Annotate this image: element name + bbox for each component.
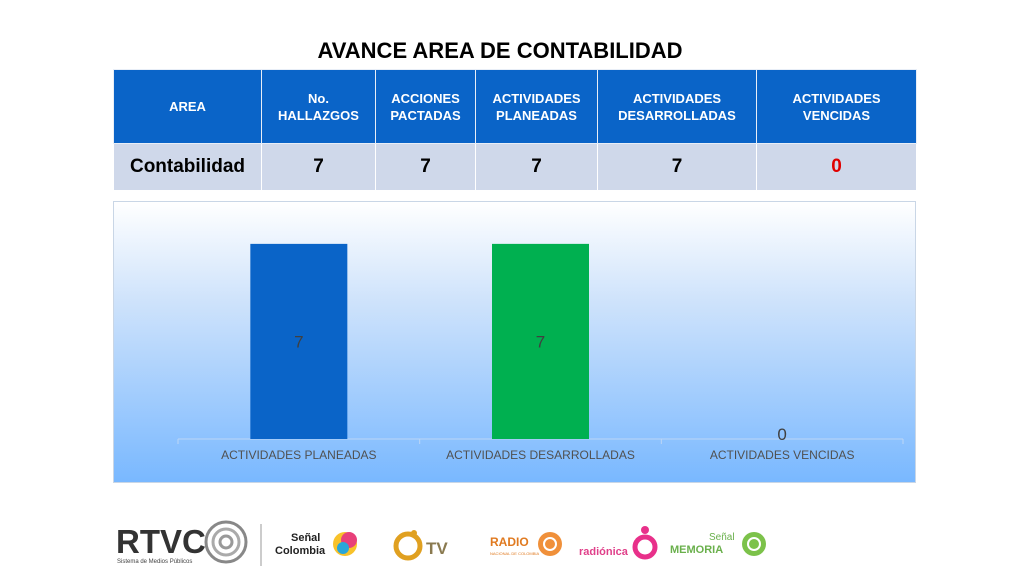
header-desarrolladas: ACTIVIDADES DESARROLLADAS [597,69,757,144]
header-area: AREA [113,69,262,144]
category-label: ACTIVIDADES DESARROLLADAS [446,448,635,462]
table-header-row: AREA No. HALLAZGOS ACCIONES PACTADAS ACTIV… [113,69,917,144]
header-acciones-label: ACCIONES PACTADAS [390,90,461,123]
radionica-logo-text: radiónica [579,546,629,558]
page-title: AVANCE AREA DE CONTABILIDAD [317,38,683,63]
cell-area: Contabilidad [113,143,262,191]
bar-chart: 7 ACTIVIDADES PLANEADAS 7 ACTIVIDADES DESAR… [177,243,904,462]
radio-logo-text: RADIO [490,535,529,549]
rtvc-logo-subtitle: Sistema de Medios Públicos [117,559,192,565]
tv-logo: TV [393,530,448,561]
chart-panel: 7 ACTIVIDADES PLANEADAS 7 ACTIVIDADES DESAR… [113,201,916,483]
radio-logo-subtitle: NACIONAL DE COLOMBIA [490,551,540,556]
header-planeadas-label: ACTIVIDADES PLANEADAS [492,90,581,123]
radio-nacional-logo: RADIO NACIONAL DE COLOMBIA [490,532,562,556]
senal-colombia-logo: Señal Colombia [275,532,357,557]
bar-1 [250,243,348,439]
table-row: Contabilidad 7 7 7 7 0 [113,143,917,191]
radio-swirl-icon [538,532,562,556]
rtvc-logo-text: RTVC [116,523,206,560]
bar-value-label: 7 [536,332,545,351]
category-label: ACTIVIDADES VENCIDAS [710,448,855,462]
bar-value-label: 7 [294,332,303,351]
memoria-logo-top: Señal [709,532,735,543]
footer-logos: RTVC Sistema de Medios Públicos Señal Co… [116,520,766,566]
bar-2 [492,243,589,439]
senal-colombia-swirl-icon [333,532,357,556]
memoria-logo-bottom: MEMORIA [670,544,723,556]
header-area-label: AREA [169,99,206,114]
header-desarrolladas-label: ACTIVIDADES DESARROLLADAS [618,90,736,123]
rtvc-swirl-icon [204,520,248,564]
senal-colombia-top: Señal [291,532,320,544]
header-acciones: ACCIONES PACTADAS [375,69,476,144]
cell-vencidas: 0 [756,143,917,191]
header-hallazgos-label: No. HALLAZGOS [278,90,359,123]
header-hallazgos: No. HALLAZGOS [261,69,376,144]
cell-desarrolladas: 7 [597,143,757,191]
memoria-swirl-icon [742,532,766,556]
header-planeadas: ACTIVIDADES PLANEADAS [475,69,598,144]
header-vencidas: ACTIVIDADES VENCIDAS [756,69,917,144]
category-label: ACTIVIDADES PLANEADAS [221,448,376,462]
bar-value-label: 0 [777,425,786,444]
cell-hallazgos: 7 [261,143,376,191]
radionica-logo: radiónica [579,526,658,560]
senal-colombia-bottom: Colombia [275,545,326,557]
senal-memoria-logo: Señal MEMORIA [670,532,766,556]
cell-acciones: 7 [375,143,476,191]
cell-planeadas: 7 [475,143,598,191]
tv-logo-text: TV [426,539,448,558]
rtvc-logo: RTVC Sistema de Medios Públicos [116,520,248,565]
radionica-icon [632,526,658,560]
summary-table: AREA No. HALLAZGOS ACCIONES PACTADAS ACTIV… [113,69,917,191]
header-vencidas-label: ACTIVIDADES VENCIDAS [792,90,881,123]
